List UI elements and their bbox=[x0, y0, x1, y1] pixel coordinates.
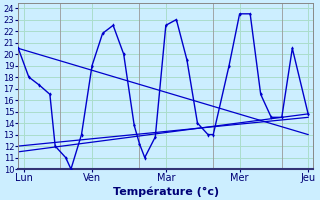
X-axis label: Température (°c): Température (°c) bbox=[113, 186, 219, 197]
